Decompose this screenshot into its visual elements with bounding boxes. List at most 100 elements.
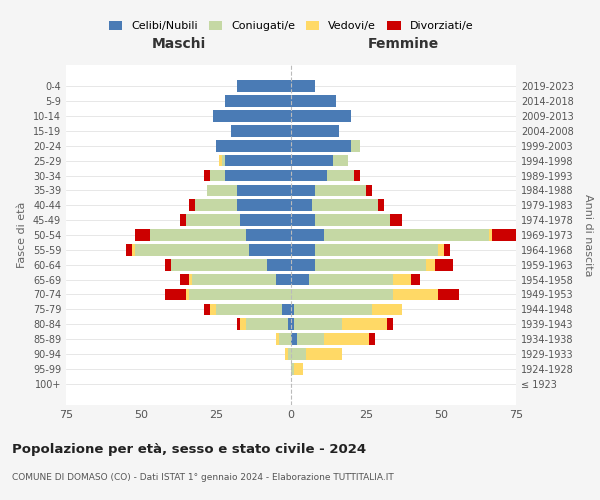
Bar — [132, 244, 135, 256]
Bar — [291, 259, 315, 270]
Bar — [393, 274, 411, 285]
Bar — [192, 274, 276, 285]
Bar — [327, 170, 354, 181]
Bar — [165, 288, 186, 300]
Bar — [279, 334, 291, 345]
Bar — [297, 334, 324, 345]
Bar — [291, 214, 315, 226]
Bar — [294, 304, 372, 315]
Bar — [312, 200, 378, 211]
Text: COMUNE DI DOMASO (CO) - Dati ISTAT 1° gennaio 2024 - Elaborazione TUTTITALIA.IT: COMUNE DI DOMASO (CO) - Dati ISTAT 1° ge… — [12, 472, 394, 482]
Bar — [207, 184, 237, 196]
Bar — [291, 110, 351, 122]
Bar — [324, 334, 369, 345]
Bar — [393, 288, 438, 300]
Bar — [489, 229, 492, 241]
Bar — [126, 244, 132, 256]
Bar — [291, 200, 312, 211]
Bar — [276, 334, 279, 345]
Bar — [282, 304, 291, 315]
Bar — [246, 229, 291, 241]
Bar — [378, 200, 384, 211]
Bar — [291, 288, 393, 300]
Bar — [291, 229, 324, 241]
Bar — [237, 80, 291, 92]
Bar — [288, 348, 291, 360]
Bar — [291, 155, 333, 166]
Bar — [291, 184, 315, 196]
Bar — [354, 170, 360, 181]
Bar — [294, 318, 342, 330]
Bar — [291, 318, 294, 330]
Bar — [291, 304, 294, 315]
Bar — [438, 244, 444, 256]
Bar — [210, 170, 225, 181]
Bar — [204, 170, 210, 181]
Bar — [333, 155, 348, 166]
Text: Maschi: Maschi — [151, 38, 206, 52]
Bar — [213, 110, 291, 122]
Bar — [189, 274, 192, 285]
Bar — [435, 259, 453, 270]
Bar — [291, 80, 315, 92]
Bar — [315, 244, 438, 256]
Bar — [291, 244, 315, 256]
Bar — [315, 184, 366, 196]
Bar — [180, 214, 186, 226]
Bar — [189, 200, 195, 211]
Bar — [210, 304, 216, 315]
Bar — [231, 125, 291, 136]
Bar — [291, 274, 309, 285]
Bar — [366, 184, 372, 196]
Bar — [288, 318, 291, 330]
Bar — [237, 184, 291, 196]
Bar — [291, 334, 297, 345]
Bar — [387, 318, 393, 330]
Bar — [369, 334, 375, 345]
Bar — [165, 259, 171, 270]
Bar — [285, 348, 288, 360]
Bar — [237, 200, 291, 211]
Bar — [219, 155, 222, 166]
Y-axis label: Anni di nascita: Anni di nascita — [583, 194, 593, 276]
Bar — [351, 140, 360, 151]
Bar — [324, 229, 489, 241]
Bar — [171, 259, 267, 270]
Bar — [291, 348, 306, 360]
Bar — [225, 170, 291, 181]
Bar — [216, 304, 282, 315]
Bar — [309, 274, 393, 285]
Text: Popolazione per età, sesso e stato civile - 2024: Popolazione per età, sesso e stato civil… — [12, 442, 366, 456]
Bar — [291, 96, 336, 107]
Bar — [135, 229, 150, 241]
Bar — [225, 96, 291, 107]
Bar — [372, 304, 402, 315]
Bar — [291, 170, 327, 181]
Bar — [222, 155, 225, 166]
Bar — [492, 229, 516, 241]
Bar — [294, 363, 303, 374]
Bar — [240, 214, 291, 226]
Bar — [291, 125, 339, 136]
Bar — [246, 318, 288, 330]
Bar — [315, 259, 426, 270]
Bar — [438, 288, 459, 300]
Y-axis label: Fasce di età: Fasce di età — [17, 202, 27, 268]
Bar — [291, 140, 351, 151]
Bar — [444, 244, 450, 256]
Text: Femmine: Femmine — [368, 38, 439, 52]
Bar — [240, 318, 246, 330]
Bar — [150, 229, 246, 241]
Bar — [195, 200, 237, 211]
Bar — [204, 304, 210, 315]
Bar — [267, 259, 291, 270]
Bar — [390, 214, 402, 226]
Bar — [276, 274, 291, 285]
Legend: Celibi/Nubili, Coniugati/e, Vedovi/e, Divorziati/e: Celibi/Nubili, Coniugati/e, Vedovi/e, Di… — [104, 16, 478, 36]
Bar — [342, 318, 387, 330]
Bar — [306, 348, 342, 360]
Bar — [186, 288, 189, 300]
Bar — [315, 214, 390, 226]
Bar — [225, 155, 291, 166]
Bar — [180, 274, 189, 285]
